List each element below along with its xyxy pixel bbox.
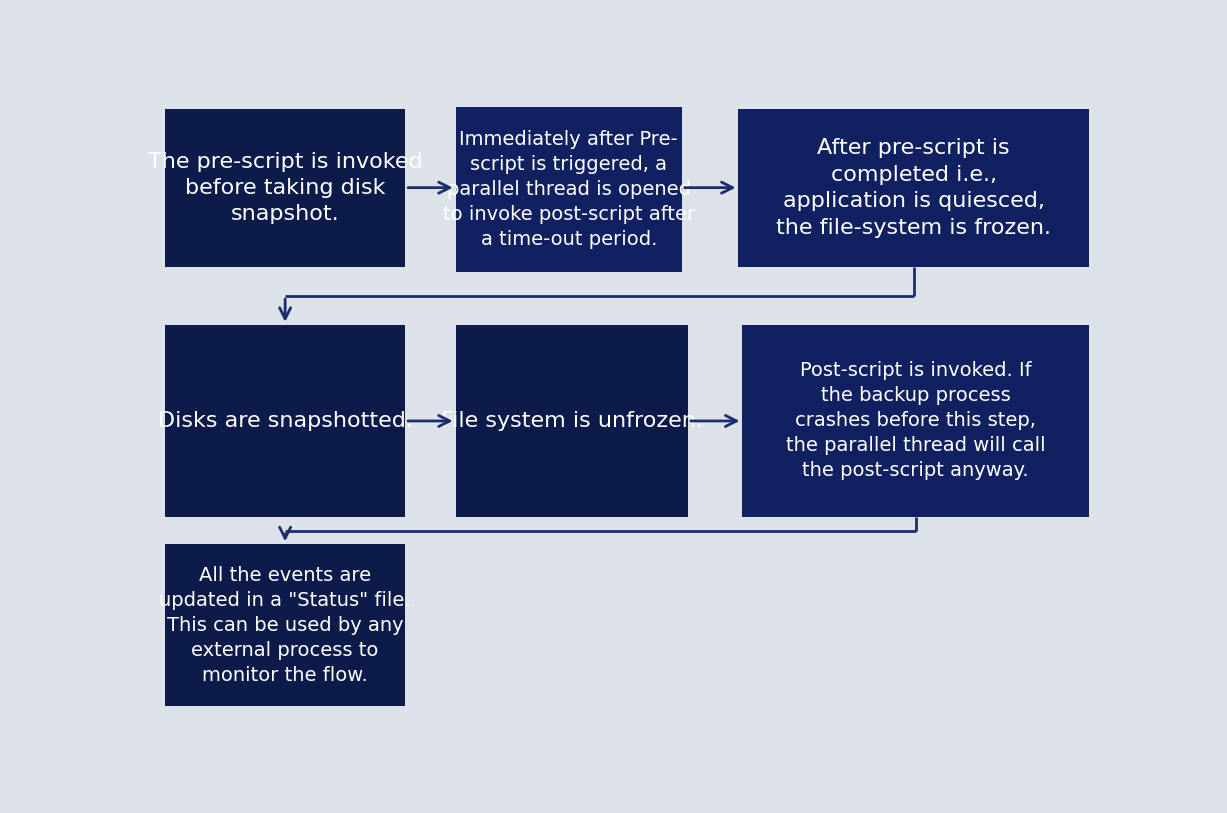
Text: Disks are snapshotted.: Disks are snapshotted.: [158, 411, 412, 431]
Text: After pre-script is
completed i.e.,
application is quiesced,
the file-system is : After pre-script is completed i.e., appl…: [777, 138, 1052, 237]
FancyBboxPatch shape: [164, 544, 405, 706]
Text: Post-script is invoked. If
the backup process
crashes before this step,
the para: Post-script is invoked. If the backup pr…: [785, 362, 1045, 480]
Text: The pre-script is invoked
before taking disk
snapshot.: The pre-script is invoked before taking …: [147, 152, 422, 224]
FancyBboxPatch shape: [164, 324, 405, 517]
Text: All the events are
updated in a "Status" file.
This can be used by any
external : All the events are updated in a "Status"…: [160, 566, 411, 685]
Text: Immediately after Pre-
script is triggered, a
parallel thread is opened
to invok: Immediately after Pre- script is trigger…: [443, 130, 694, 249]
FancyBboxPatch shape: [164, 109, 405, 267]
FancyBboxPatch shape: [455, 107, 682, 272]
Text: File system is unfrozen.: File system is unfrozen.: [440, 411, 703, 431]
FancyBboxPatch shape: [742, 324, 1088, 517]
FancyBboxPatch shape: [739, 109, 1088, 267]
FancyBboxPatch shape: [455, 324, 688, 517]
